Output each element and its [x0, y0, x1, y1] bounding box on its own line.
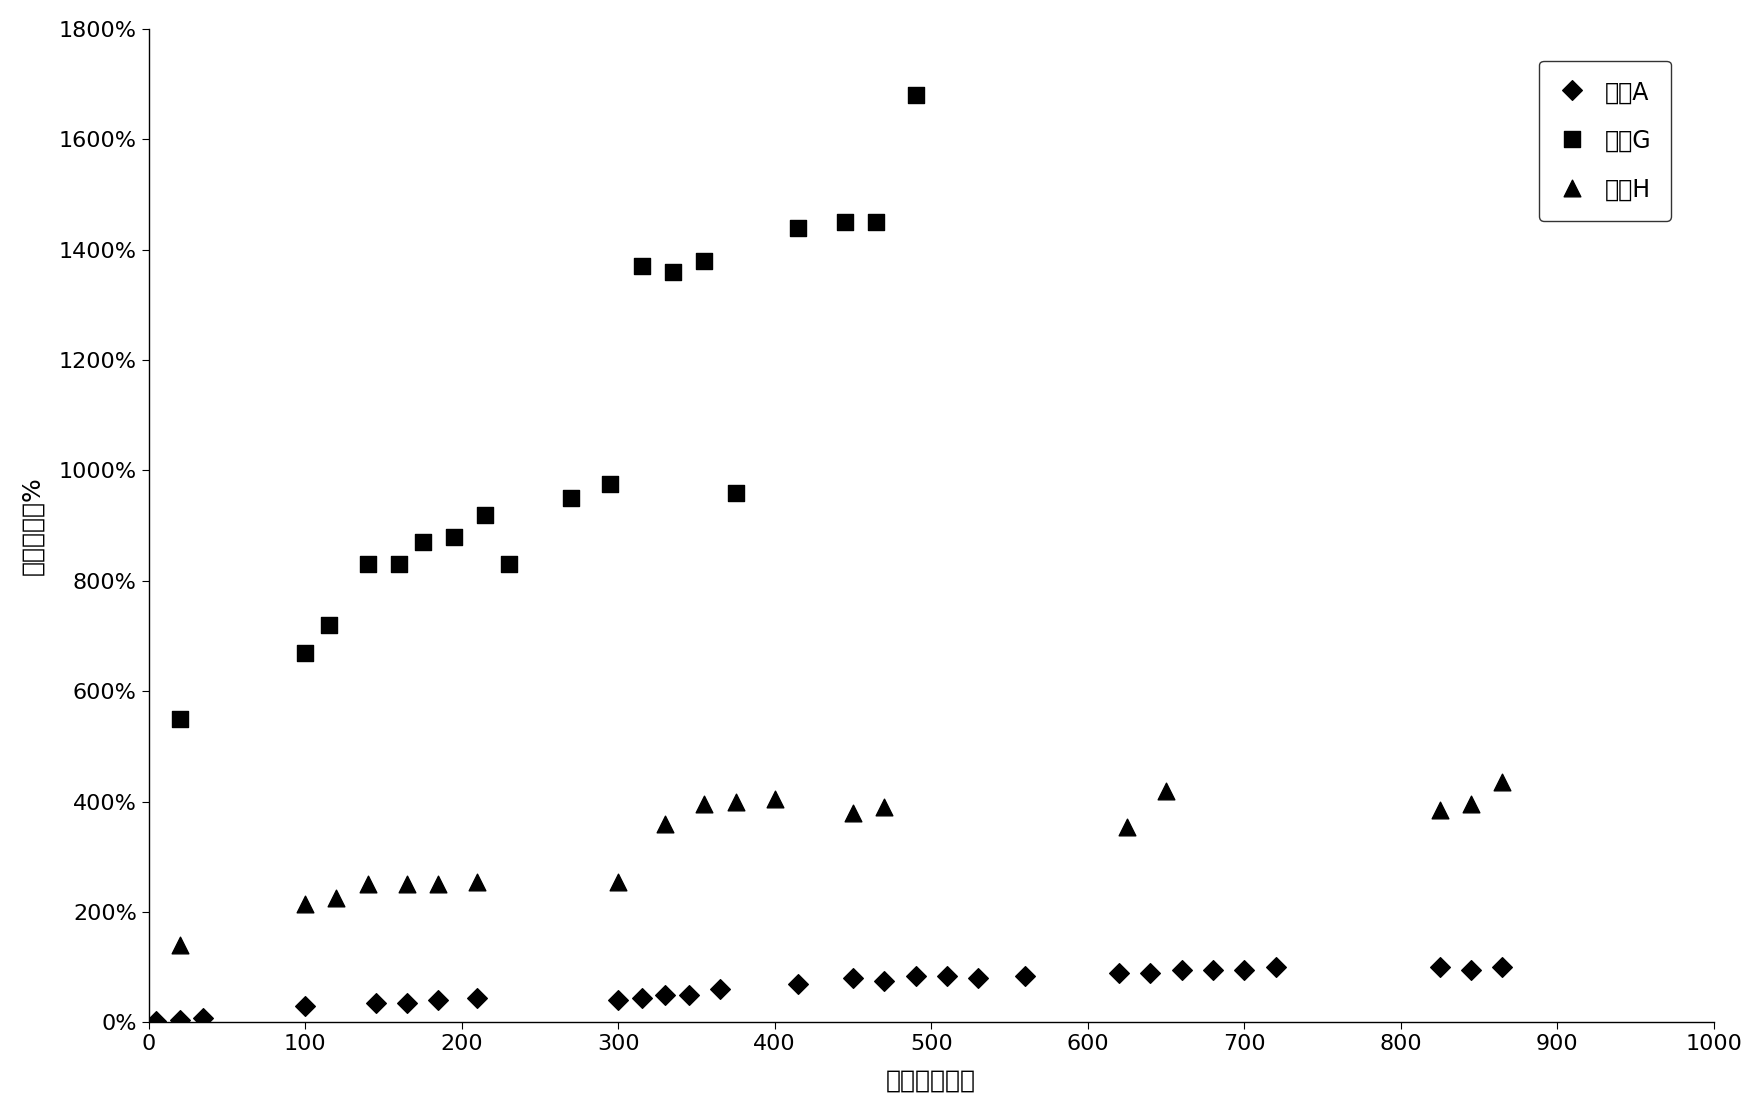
配方A	[1456, 962, 1484, 979]
配方H	[1151, 781, 1179, 799]
X-axis label: 时间（小时）: 时间（小时）	[887, 1068, 977, 1092]
配方A	[166, 1011, 194, 1028]
配方A	[1488, 958, 1516, 976]
配方G	[689, 252, 718, 269]
配方A	[901, 967, 929, 985]
配方G	[659, 263, 688, 280]
配方G	[409, 533, 437, 551]
配方G	[721, 484, 749, 502]
配方G	[439, 528, 467, 545]
配方A	[291, 997, 319, 1015]
配方A	[675, 986, 703, 1004]
配方H	[291, 895, 319, 913]
配方H	[1426, 801, 1454, 819]
配方G	[314, 617, 342, 634]
配方G	[384, 555, 413, 573]
配方A	[785, 975, 813, 993]
配方H	[323, 889, 351, 907]
配方G	[596, 475, 624, 493]
Y-axis label: 电阱的变化%: 电阱的变化%	[21, 476, 44, 575]
配方A	[143, 1013, 171, 1031]
Legend: 配方A, 配方G, 配方H: 配方A, 配方G, 配方H	[1539, 60, 1671, 220]
配方G	[862, 213, 890, 230]
配方A	[361, 994, 390, 1012]
配方H	[689, 796, 718, 814]
配方A	[464, 988, 492, 1006]
配方A	[933, 967, 961, 985]
配方G	[785, 218, 813, 236]
配方A	[393, 994, 421, 1012]
配方G	[166, 710, 194, 728]
配方A	[1135, 964, 1164, 982]
配方A	[1426, 958, 1454, 976]
配方G	[901, 86, 929, 104]
配方H	[354, 876, 383, 894]
配方A	[651, 986, 679, 1004]
配方A	[605, 992, 633, 1009]
配方H	[425, 876, 453, 894]
配方H	[721, 792, 749, 810]
配方A	[425, 992, 453, 1009]
配方A	[839, 969, 867, 987]
配方H	[393, 876, 421, 894]
配方H	[1456, 796, 1484, 814]
配方H	[839, 804, 867, 821]
配方H	[1488, 774, 1516, 791]
配方H	[464, 873, 492, 890]
配方A	[1231, 962, 1259, 979]
配方G	[471, 505, 499, 523]
配方H	[1112, 818, 1141, 836]
配方G	[494, 555, 522, 573]
配方A	[1010, 967, 1038, 985]
配方A	[964, 969, 993, 987]
配方H	[871, 798, 899, 816]
配方G	[354, 555, 383, 573]
配方A	[1261, 958, 1289, 976]
配方A	[705, 981, 733, 998]
配方H	[605, 873, 633, 890]
配方H	[166, 936, 194, 954]
配方A	[628, 988, 656, 1006]
配方H	[651, 815, 679, 833]
配方A	[189, 1009, 217, 1027]
配方G	[628, 257, 656, 275]
配方A	[1167, 962, 1195, 979]
配方G	[291, 643, 319, 661]
配方A	[1199, 962, 1227, 979]
配方H	[760, 790, 788, 808]
配方G	[557, 489, 585, 506]
配方A	[1105, 964, 1134, 982]
配方A	[871, 972, 899, 989]
配方G	[830, 213, 859, 230]
